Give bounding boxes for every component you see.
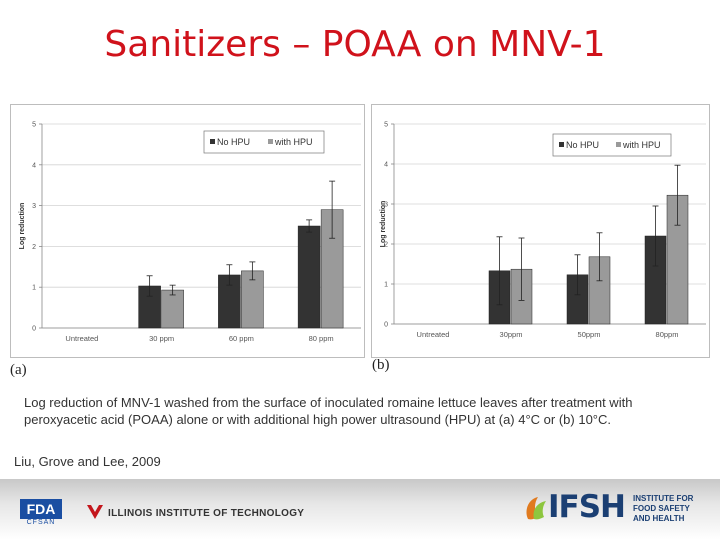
x-tick-label: 50ppm bbox=[578, 330, 601, 339]
legend-label: No HPU bbox=[217, 137, 250, 147]
x-tick-label: 30ppm bbox=[500, 330, 523, 339]
y-tick-label: 2 bbox=[384, 242, 388, 249]
chart-b: Log reduction 0 1 2 3 4 5 Untreated 30ppm 50ppm 80… bbox=[380, 122, 706, 339]
figure-caption: Log reduction of MNV-1 washed from the s… bbox=[24, 395, 633, 427]
iit-shield-icon bbox=[87, 505, 103, 519]
fda-logo: FDA CFSAN bbox=[20, 499, 62, 527]
legend-box bbox=[203, 130, 325, 154]
y-tick-label: 5 bbox=[32, 122, 36, 129]
chart-a: Log reduction 0 1 2 3 4 5 Untreated 30 ppm 60 ppm… bbox=[19, 122, 361, 343]
chart-b-frame: Log reduction 0 1 2 3 4 5 Untreated 30ppm 50ppm 80… bbox=[371, 104, 710, 358]
iit-logo-text: ILLINOIS INSTITUTE OF TECHNOLOGY bbox=[108, 508, 305, 519]
panel-label-b: (b) bbox=[372, 357, 390, 373]
legend-label: with HPU bbox=[274, 137, 313, 147]
chart-a-frame: Log reduction 0 1 2 3 4 5 Untreated 30 ppm 60 ppm… bbox=[10, 104, 365, 358]
slide-title: Sanitizers – POAA on MNV-1 bbox=[104, 24, 606, 65]
y-tick-label: 4 bbox=[32, 162, 36, 169]
x-tick-label: 30 ppm bbox=[149, 334, 174, 343]
ifsh-sub-line-2: FOOD SAFETY bbox=[633, 504, 690, 513]
legend-swatch bbox=[268, 139, 273, 144]
y-tick-label: 1 bbox=[32, 285, 36, 292]
legend-box bbox=[552, 133, 672, 157]
fda-logo-text: FDA bbox=[20, 499, 62, 519]
footer-bar: FDA CFSAN ILLINOIS INSTITUTE OF TECHNOLO… bbox=[0, 479, 720, 540]
x-tick-label: Untreated bbox=[65, 334, 98, 343]
y-tick-label: 1 bbox=[384, 282, 388, 289]
ifsh-logo-text: IFSH bbox=[548, 489, 626, 525]
x-tick-label: 80 ppm bbox=[309, 334, 334, 343]
y-tick-label: 2 bbox=[32, 244, 36, 251]
y-tick-label: 4 bbox=[384, 162, 388, 169]
y-tick-label: 3 bbox=[32, 203, 36, 210]
y-tick-label: 0 bbox=[384, 322, 388, 329]
legend-swatch bbox=[210, 139, 215, 144]
bar bbox=[161, 289, 184, 329]
cfsan-logo-text: CFSAN bbox=[26, 519, 56, 526]
y-tick-label: 5 bbox=[384, 122, 388, 129]
y-axis-label: Log reduction bbox=[19, 203, 26, 250]
ifsh-sub-line-1: INSTITUTE FOR bbox=[633, 494, 694, 503]
ifsh-sub-line-3: AND HEALTH bbox=[633, 514, 685, 523]
panel-label-a: (a) bbox=[10, 362, 27, 378]
x-tick-label: 80ppm bbox=[656, 330, 679, 339]
x-tick-label: 60 ppm bbox=[229, 334, 254, 343]
y-axis-label: Log reduction bbox=[380, 201, 387, 248]
legend-swatch bbox=[559, 142, 564, 147]
x-tick-label: Untreated bbox=[417, 330, 450, 339]
ifsh-logo-subtext: INSTITUTE FOR FOOD SAFETY AND HEALTH bbox=[633, 494, 693, 524]
legend-swatch bbox=[616, 142, 621, 147]
legend-label: with HPU bbox=[622, 140, 661, 150]
y-tick-label: 3 bbox=[384, 202, 388, 209]
legend-label: No HPU bbox=[566, 140, 599, 150]
bar bbox=[297, 225, 321, 329]
y-tick-label: 0 bbox=[32, 326, 36, 333]
citation: Liu, Grove and Lee, 2009 bbox=[14, 454, 161, 469]
ifsh-leaf-icon bbox=[526, 497, 546, 520]
